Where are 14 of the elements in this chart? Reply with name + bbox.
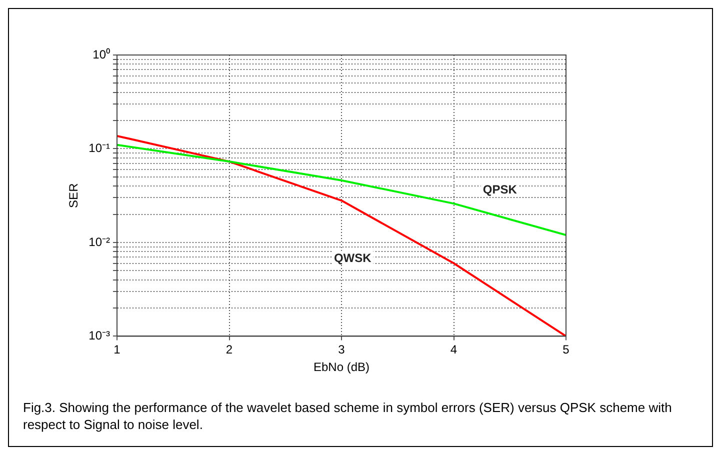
x-axis-title: EbNo (dB)	[313, 360, 370, 374]
series-label: QPSK	[482, 182, 518, 196]
caption: Fig.3. Showing the performance of the wavelet based scheme in symbol errors (SER) versus QPSK scheme with respect to Signal to noise level.	[23, 399, 673, 433]
x-tick-label: 4	[450, 342, 458, 357]
y-tick-label: 10⁻²	[88, 234, 110, 249]
x-tick-label: 5	[562, 342, 570, 357]
x-tick-label: 1	[114, 342, 121, 357]
x-tick-label: 3	[338, 342, 346, 357]
y-tick-label: 10⁻³	[88, 328, 110, 343]
y-tick-label: 10⁰	[92, 47, 110, 62]
y-axis-title: SER	[66, 182, 81, 208]
x-tick-label: 2	[226, 342, 233, 357]
text: QWSK	[334, 250, 372, 265]
y-tick-label: 10⁻¹	[88, 141, 110, 156]
